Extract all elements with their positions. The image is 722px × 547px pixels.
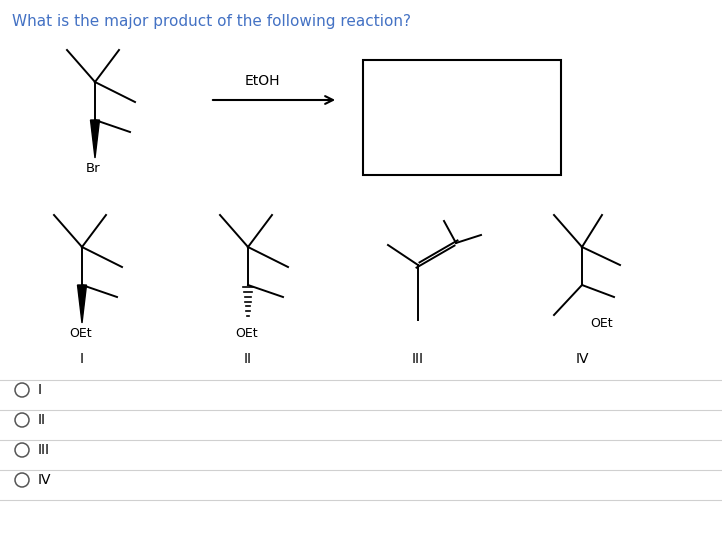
Text: IV: IV xyxy=(38,473,51,487)
Text: II: II xyxy=(244,352,252,366)
Text: IV: IV xyxy=(575,352,588,366)
Text: III: III xyxy=(412,352,424,366)
Text: EtOH: EtOH xyxy=(244,74,279,88)
Text: OEt: OEt xyxy=(70,327,92,340)
Polygon shape xyxy=(77,285,87,323)
Text: Br: Br xyxy=(86,162,100,175)
Text: II: II xyxy=(38,413,46,427)
Bar xyxy=(363,60,561,175)
Text: I: I xyxy=(80,352,84,366)
Text: III: III xyxy=(38,443,50,457)
Text: I: I xyxy=(38,383,42,397)
Polygon shape xyxy=(90,120,100,158)
Text: What is the major product of the following reaction?: What is the major product of the followi… xyxy=(12,14,411,29)
Text: OEt: OEt xyxy=(235,327,258,340)
Text: OEt: OEt xyxy=(590,317,613,330)
